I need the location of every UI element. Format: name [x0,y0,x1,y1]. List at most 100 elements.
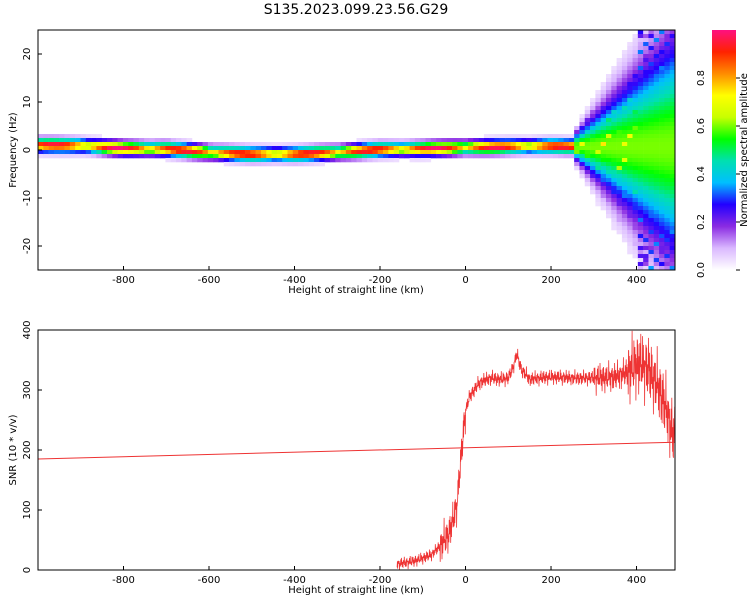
heatmap-cell [664,254,670,259]
heatmap-cell [664,82,670,87]
heatmap-cell [611,78,617,83]
heatmap-cell [149,150,156,155]
heatmap-cell [595,150,601,155]
heatmap-cell [165,138,172,143]
heatmap-cell [669,182,676,187]
colorbar: 0.0 0.2 0.4 0.6 0.8 Normalized spectral ampl… [696,30,750,278]
heatmap-cell [154,142,161,147]
heatmap-cell [637,266,644,271]
heatmap-cell [393,150,400,155]
heatmap-cell [632,190,639,195]
heatmap-cell [616,86,623,91]
heatmap-cell [356,150,363,155]
heatmap-cell [218,142,225,147]
heatmap-cell [367,146,373,151]
heatmap-cell [637,34,644,39]
heatmap-cell [53,138,60,143]
heatmap-cell [425,146,432,151]
heatmap-cell [653,98,660,103]
heatmap-cell [144,146,150,151]
heatmap-cell [292,150,299,155]
heatmap-cell [170,138,177,143]
heatmap-cell [590,110,596,115]
heatmap-cell [489,138,495,143]
heatmap-cell [616,62,623,67]
heatmap-cell [669,98,676,103]
heatmap-cell [356,154,363,159]
heatmap-cell [632,70,639,75]
heatmap-cell [255,150,262,155]
heatmap-cell [627,126,633,131]
colorbar-label: Normalized spectral amplitude [739,73,750,227]
heatmap-cell [96,138,102,143]
heatmap-cell [643,94,649,99]
heatmap-cell [547,150,554,155]
heatmap-cell [664,78,670,83]
heatmap-cell [643,142,649,147]
heatmap-cell [643,242,649,247]
heatmap-cell [605,186,612,191]
heatmap-cell [621,158,628,163]
heatmap-cell [600,206,607,211]
heatmap-cell [611,110,617,115]
heatmap-cell [611,90,617,95]
heatmap-cell [616,174,623,179]
heatmap-cell [462,154,469,159]
heatmap-cell [648,214,655,219]
heatmap-cell [643,266,649,271]
heatmap-cell [653,70,660,75]
heatmap-cell [547,138,554,143]
heatmap-cell [637,250,644,255]
colorbar-ticks: 0.0 0.2 0.4 0.6 0.8 [696,70,740,278]
heatmap-cell [632,82,639,87]
heatmap-cell [643,214,649,219]
heatmap-cell [574,166,580,171]
heatmap-cell [600,138,607,143]
heatmap-cell [383,142,389,147]
heatmap-cell [574,158,580,163]
heatmap-cell [595,174,601,179]
heatmap-cell [643,194,649,199]
heatmap-cell [632,186,639,191]
heatmap-cell [611,138,617,143]
heatmap-cell [107,146,113,151]
heatmap-cell [632,206,639,211]
heatmap-cell [526,134,532,139]
heatmap-cell [648,194,655,199]
heatmap-cell [149,154,156,159]
heatmap-cell [398,154,405,159]
heatmap-cell [621,90,628,95]
heatmap-cell [202,158,209,163]
heatmap-cell [627,118,633,123]
heatmap-cell [526,150,532,155]
heatmap-cell [627,190,633,195]
heatmap-cell [611,218,617,223]
heatmap-cell [595,90,601,95]
heatmap-cell [605,94,612,99]
heatmap-cell [367,154,373,159]
heatmap-cell [329,154,336,159]
heatmap-cell [303,154,310,159]
heatmap-cell [659,154,665,159]
heatmap-cell [590,186,596,191]
heatmap-cell [595,134,601,139]
heatmap-cell [101,150,108,155]
heatmap-cell [653,258,660,263]
heatmap-cell [75,142,81,147]
heatmap-cell [637,30,644,35]
heatmap-cell [229,146,235,151]
heatmap-cell [664,230,670,235]
heatmap-cell [621,218,628,223]
heatmap-cell [627,82,633,87]
heatmap-cell [659,106,665,111]
heatmap-cell [436,138,442,143]
heatmap-cell [558,150,564,155]
heatmap-cell [632,218,639,223]
heatmap-cell [627,218,633,223]
heatmap-cell [637,222,644,227]
heatmap-cell [186,142,193,147]
heatmap-cell [404,154,410,159]
heatmap-cell [664,66,670,71]
heatmap-cell [653,122,660,127]
